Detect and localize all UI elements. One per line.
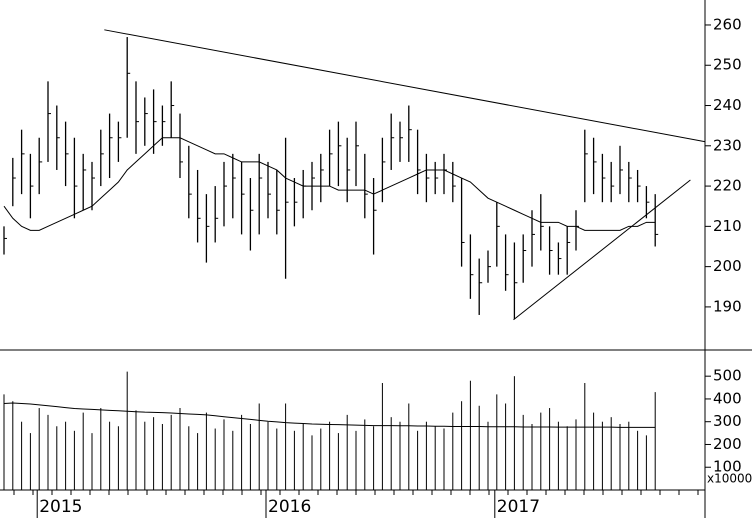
y-tick-label: 260 — [713, 15, 742, 33]
y-tick-label: 100 — [713, 458, 742, 476]
y-tick-label: 400 — [713, 389, 742, 407]
y-tick-label: 190 — [713, 297, 742, 315]
volume-average — [3, 402, 656, 428]
trendline — [104, 29, 706, 143]
y-tick-label: 220 — [713, 177, 742, 195]
y-tick-label: 500 — [713, 367, 742, 385]
y-tick-label: 240 — [713, 96, 742, 114]
y-tick-label: 200 — [713, 435, 742, 453]
y-tick-label: 230 — [713, 136, 742, 154]
trendline — [513, 179, 691, 321]
y-tick-label: 250 — [713, 56, 742, 74]
y-tick-label: 200 — [713, 257, 742, 275]
y-tick-label: 210 — [713, 217, 742, 235]
x-tick-label: 2017 — [497, 497, 540, 517]
y-tick-label: 300 — [713, 412, 742, 430]
x-tick-label: 2015 — [39, 497, 82, 517]
x-tick-label: 2016 — [268, 497, 311, 517]
volume-unit: x10000 — [707, 472, 752, 486]
moving-average — [3, 137, 656, 231]
